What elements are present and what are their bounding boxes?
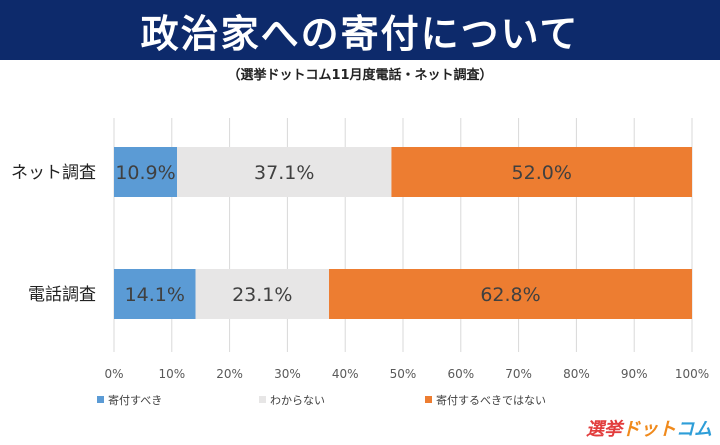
- category-label: 電話調査: [28, 285, 96, 305]
- legend-swatch: [259, 396, 266, 403]
- logo-part-3: コム: [676, 419, 712, 440]
- brand-logo: 選挙ドットコム: [586, 415, 712, 441]
- category-label: ネット調査: [11, 163, 96, 183]
- bar-segment: [391, 147, 692, 197]
- data-label: 62.8%: [480, 284, 540, 306]
- x-tick-label: 30%: [274, 367, 301, 381]
- x-tick-label: 0%: [104, 367, 123, 381]
- data-label: 23.1%: [232, 284, 292, 306]
- x-tick-label: 70%: [505, 367, 532, 381]
- bar-segment: [329, 269, 692, 319]
- x-tick-label: 50%: [390, 367, 417, 381]
- x-tick-label: 100%: [675, 367, 709, 381]
- x-tick-label: 60%: [447, 367, 474, 381]
- legend-label: わからない: [270, 394, 325, 407]
- data-label: 52.0%: [512, 162, 572, 184]
- x-tick-label: 80%: [563, 367, 590, 381]
- page-title: 政治家への寄付について: [140, 11, 580, 56]
- legend-swatch: [425, 396, 432, 403]
- x-tick-label: 90%: [621, 367, 648, 381]
- data-label: 37.1%: [254, 162, 314, 184]
- data-label: 14.1%: [125, 284, 185, 306]
- x-tick-label: 20%: [216, 367, 243, 381]
- logo-part-1: 選挙: [586, 419, 622, 440]
- legend-label: 寄付するべきではない: [436, 393, 546, 407]
- logo-part-2: ドット: [622, 419, 676, 440]
- x-tick-label: 40%: [332, 367, 359, 381]
- title-banner: 政治家への寄付について: [0, 0, 720, 60]
- bar-segment: [195, 269, 330, 319]
- legend-swatch: [97, 396, 104, 403]
- legend-label: 寄付すべき: [108, 393, 162, 407]
- x-tick-label: 10%: [158, 367, 185, 381]
- bar-segment: [114, 147, 178, 197]
- chart-subtitle: （選挙ドットコム11月度電話・ネット調査）: [227, 68, 493, 83]
- data-label: 10.9%: [115, 162, 175, 184]
- bar-segment: [114, 269, 196, 319]
- bar-segment: [177, 147, 392, 197]
